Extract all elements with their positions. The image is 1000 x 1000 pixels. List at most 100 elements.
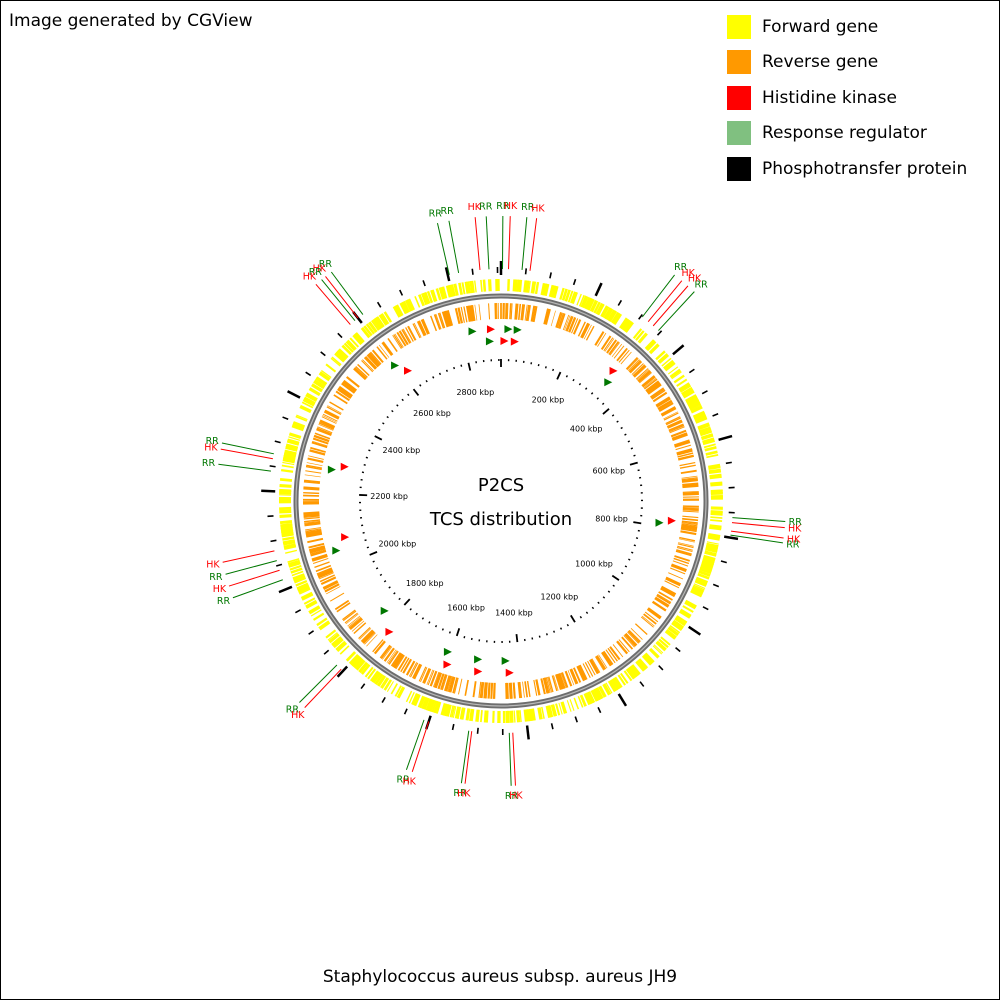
scale-tick <box>382 422 385 425</box>
reverse-gene <box>681 520 698 524</box>
reverse-gene <box>521 304 526 321</box>
reverse-gene <box>670 429 687 438</box>
reverse-gene <box>303 515 320 518</box>
reverse-gene <box>618 639 630 653</box>
reverse-gene <box>320 576 337 586</box>
reverse-gene <box>540 678 546 695</box>
scale-tick <box>398 597 401 601</box>
reverse-gene <box>312 440 328 447</box>
reverse-gene <box>440 674 447 691</box>
reverse-gene <box>557 673 565 690</box>
rr-label: RR <box>479 201 493 212</box>
forward-gene <box>331 356 342 366</box>
reverse-gene <box>672 560 689 567</box>
reverse-gene <box>631 363 644 375</box>
reverse-gene <box>656 594 671 605</box>
reverse-gene <box>480 682 485 699</box>
reverse-gene <box>304 479 321 483</box>
forward-gene <box>449 284 455 297</box>
rr-marker <box>468 327 477 336</box>
reverse-gene <box>472 681 477 698</box>
tick-label: 2000 kbp <box>379 540 417 549</box>
reverse-gene <box>510 303 513 320</box>
reverse-gene <box>564 315 571 331</box>
outer-tick <box>723 535 739 541</box>
forward-gene <box>303 396 316 406</box>
outer-tick <box>549 272 552 279</box>
reverse-gene <box>638 370 652 383</box>
forward-gene <box>365 323 376 335</box>
forward-gene <box>693 412 706 420</box>
forward-gene <box>360 663 371 675</box>
forward-gene <box>414 296 421 308</box>
reverse-gene <box>585 325 595 341</box>
hk-leader-line <box>464 731 473 784</box>
scale-tick <box>616 420 619 423</box>
reverse-gene <box>303 511 320 515</box>
outer-tick <box>399 289 404 296</box>
reverse-gene <box>641 615 655 627</box>
rr-label: RR <box>319 259 333 270</box>
forward-gene <box>352 656 363 669</box>
reverse-gene <box>583 324 592 340</box>
rr-marker <box>501 656 510 665</box>
forward-gene <box>622 320 631 331</box>
forward-gene <box>349 337 360 348</box>
reverse-gene <box>545 309 551 325</box>
outer-tick <box>656 330 663 336</box>
forward-gene <box>331 636 342 646</box>
reverse-gene <box>675 444 692 451</box>
forward-gene <box>699 567 712 575</box>
reverse-gene <box>303 491 320 495</box>
forward-gene <box>595 302 604 315</box>
center-title: P2CS <box>478 475 524 496</box>
reverse-gene <box>682 506 699 509</box>
outer-tick <box>269 465 276 468</box>
forward-gene <box>707 536 720 541</box>
forward-gene <box>371 671 382 684</box>
reverse-gene <box>303 513 320 516</box>
reverse-gene <box>682 517 699 522</box>
reverse-gene <box>447 676 453 692</box>
forward-gene <box>445 285 452 298</box>
forward-gene <box>408 298 415 311</box>
reverse-gene <box>445 675 452 692</box>
forward-gene <box>619 318 629 330</box>
reverse-gene <box>627 630 641 644</box>
tick-label: 1800 kbp <box>406 579 444 588</box>
reverse-gene <box>679 536 696 542</box>
forward-gene <box>467 281 472 294</box>
scale-tick <box>602 596 606 599</box>
reverse-gene <box>590 658 600 674</box>
outer-tick <box>261 489 276 493</box>
reverse-gene <box>681 478 698 482</box>
forward-gene <box>523 709 527 722</box>
outer-tick <box>275 563 283 567</box>
hk-marker <box>667 516 676 525</box>
forward-gene <box>283 543 296 549</box>
reverse-gene <box>367 353 381 367</box>
scale-tick <box>365 456 369 459</box>
forward-gene <box>664 630 676 640</box>
forward-gene <box>433 701 441 714</box>
rr-label: RR <box>505 791 519 802</box>
reverse-gene <box>409 662 419 678</box>
reverse-gene <box>322 580 338 589</box>
scale-tick <box>607 590 611 593</box>
reverse-gene <box>565 316 574 332</box>
reverse-gene <box>345 613 359 625</box>
reverse-gene <box>616 347 628 362</box>
scale-tick <box>407 393 410 396</box>
forward-gene <box>287 558 300 563</box>
reverse-gene <box>578 664 588 681</box>
reverse-gene <box>470 304 476 322</box>
reverse-gene <box>422 318 430 334</box>
forward-gene <box>592 689 599 701</box>
outer-tick <box>320 351 326 357</box>
rr-marker <box>327 465 336 474</box>
reverse-gene <box>654 597 669 608</box>
center-subtitle: TCS distribution <box>429 509 572 530</box>
reverse-gene <box>667 421 683 429</box>
outer-tick <box>639 681 645 687</box>
reverse-gene <box>304 519 321 523</box>
